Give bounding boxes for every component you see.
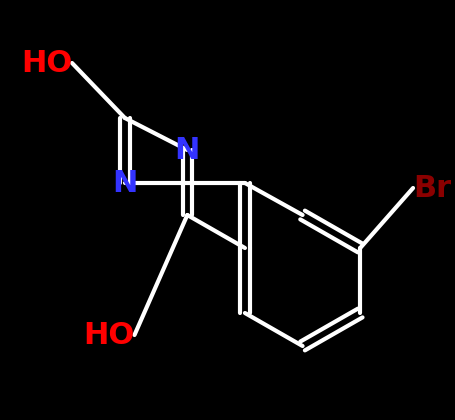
Text: N: N bbox=[112, 168, 137, 197]
Text: HO: HO bbox=[83, 320, 134, 349]
Text: Br: Br bbox=[412, 173, 450, 202]
Text: N: N bbox=[174, 136, 200, 165]
Text: HO: HO bbox=[21, 48, 72, 78]
